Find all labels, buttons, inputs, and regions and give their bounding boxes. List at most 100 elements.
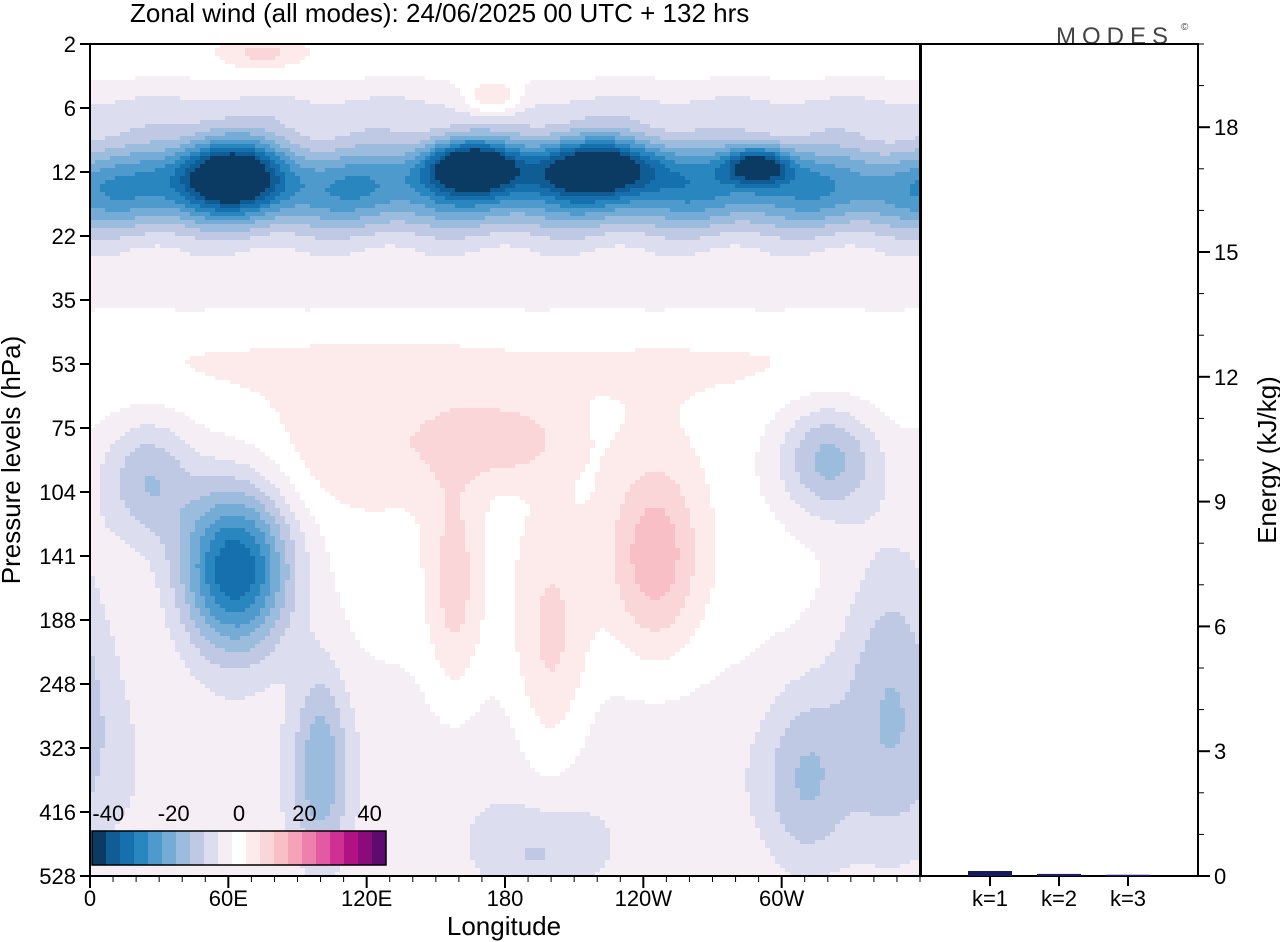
heatmap-cell	[625, 128, 631, 133]
heatmap-cell	[435, 68, 441, 73]
heatmap-cell	[685, 84, 691, 89]
heatmap-cell	[425, 104, 431, 109]
heatmap-cell	[695, 104, 701, 109]
heatmap-cell	[240, 104, 246, 109]
heatmap-cell	[810, 76, 816, 81]
heatmap-cell	[725, 132, 731, 137]
heatmap-cell	[630, 100, 636, 105]
heatmap-cell	[305, 136, 311, 141]
heatmap-cell	[750, 120, 756, 125]
heatmap-cell	[335, 96, 341, 101]
heatmap-cell	[140, 136, 146, 141]
heatmap-cell	[170, 56, 176, 61]
heatmap-cell	[225, 120, 231, 125]
heatmap-cell	[175, 52, 181, 57]
heatmap-cell	[520, 160, 526, 165]
heatmap-cell	[565, 144, 571, 149]
heatmap-cell	[405, 116, 411, 121]
heatmap-cell	[775, 104, 781, 109]
heatmap-cell	[740, 156, 746, 161]
heatmap-cell	[105, 68, 111, 73]
heatmap-cell	[180, 96, 186, 101]
heatmap-cell	[895, 124, 901, 129]
heatmap-cell	[405, 144, 411, 149]
heatmap-cell	[260, 92, 266, 97]
heatmap-cell	[445, 136, 451, 141]
heatmap-cell	[850, 92, 856, 97]
heatmap-cell	[865, 100, 871, 105]
heatmap-cell	[840, 148, 846, 153]
heatmap-cell	[455, 156, 461, 161]
heatmap-cell	[150, 144, 156, 149]
heatmap-cell	[790, 160, 796, 165]
heatmap-cell	[325, 128, 331, 133]
heatmap-cell	[635, 56, 641, 61]
heatmap-cell	[405, 52, 411, 57]
heatmap-cell	[120, 52, 126, 57]
heatmap-cell	[300, 68, 306, 73]
heatmap-cell	[855, 152, 861, 157]
heatmap-cell	[765, 112, 771, 117]
heatmap-cell	[885, 124, 891, 129]
heatmap-cell	[285, 76, 291, 81]
heatmap-cell	[720, 72, 726, 77]
heatmap-cell	[560, 68, 566, 73]
heatmap-cell	[705, 104, 711, 109]
heatmap-cell	[265, 124, 271, 129]
heatmap-cell	[725, 112, 731, 117]
heatmap-cell	[385, 152, 391, 157]
heatmap-cell	[270, 156, 276, 161]
heatmap-cell	[190, 100, 196, 105]
heatmap-cell	[890, 108, 896, 113]
heatmap-cell	[565, 116, 571, 121]
heatmap-cell	[895, 56, 901, 61]
heatmap-cell	[525, 124, 531, 129]
heatmap-cell	[595, 128, 601, 133]
heatmap-cell	[850, 116, 856, 121]
heatmap-cell	[770, 140, 776, 145]
heatmap-cell	[255, 68, 261, 73]
heatmap-cell	[750, 100, 756, 105]
heatmap-cell	[700, 152, 706, 157]
heatmap-cell	[610, 124, 616, 129]
heatmap-cell	[185, 60, 191, 65]
heatmap-cell	[345, 68, 351, 73]
heatmap-cell	[910, 64, 916, 69]
heatmap-cell	[840, 84, 846, 89]
heatmap-cell	[190, 152, 196, 157]
heatmap-cell	[660, 140, 666, 145]
heatmap-cell	[705, 96, 711, 101]
heatmap-cell	[425, 68, 431, 73]
heatmap-cell	[250, 64, 256, 69]
heatmap-cell	[170, 148, 176, 153]
heatmap-cell	[665, 104, 671, 109]
heatmap-cell	[615, 160, 621, 165]
heatmap-cell	[560, 128, 566, 133]
heatmap-cell	[660, 160, 666, 165]
heatmap-cell	[105, 64, 111, 69]
heatmap-cell	[755, 108, 761, 113]
heatmap-cell	[840, 48, 846, 53]
heatmap-cell	[310, 112, 316, 117]
heatmap-cell	[305, 156, 311, 161]
heatmap-cell	[480, 52, 486, 57]
heatmap-cell	[900, 136, 906, 141]
heatmap-cell	[700, 80, 706, 85]
heatmap-cell	[750, 88, 756, 93]
heatmap-cell	[780, 80, 786, 85]
heatmap-cell	[575, 96, 581, 101]
heatmap-cell	[225, 140, 231, 145]
heatmap-cell	[700, 68, 706, 73]
heatmap-cell	[805, 132, 811, 137]
heatmap-cell	[710, 92, 716, 97]
heatmap-cell	[575, 76, 581, 81]
heatmap-cell	[320, 72, 326, 77]
heatmap-cell	[710, 136, 716, 141]
heatmap-cell	[180, 144, 186, 149]
heatmap-cell	[385, 140, 391, 145]
heatmap-cell	[350, 128, 356, 133]
heatmap-cell	[115, 52, 121, 57]
heatmap-cell	[870, 48, 876, 53]
heatmap-cell	[645, 100, 651, 105]
heatmap-cell	[155, 64, 161, 69]
